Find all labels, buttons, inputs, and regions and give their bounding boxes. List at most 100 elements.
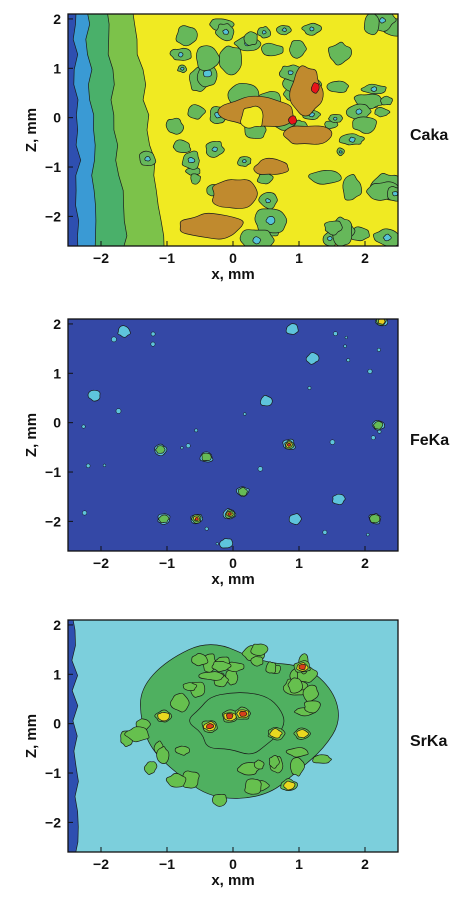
- x-tick-label: 1: [295, 856, 303, 872]
- trace-speck: [370, 435, 376, 441]
- sr-hotspot: [206, 723, 214, 730]
- trace-speck: [376, 347, 381, 352]
- y-tick-label: 1: [53, 60, 61, 76]
- low-intensity-patch: [363, 14, 380, 36]
- sr-ring-patch: [312, 754, 332, 764]
- x-tick-label: 1: [295, 250, 303, 266]
- y-tick-label: −1: [45, 159, 61, 175]
- caka-map-panel: −2 −1 0 1 2 2 1 0 −1 −2 x, mm Z, mm Caka: [0, 0, 456, 300]
- sr-hotspot: [298, 663, 306, 671]
- edge-band: [68, 620, 79, 852]
- y-tick-label: 1: [53, 365, 61, 381]
- fe-hotspot: [237, 487, 248, 497]
- fe-hotspot: [372, 420, 384, 430]
- sr-hotspot: [239, 711, 248, 717]
- axes: −2 −1 0 1 2 2 1 0 −1 −2 x, mm Z, mm FeKa: [23, 316, 449, 588]
- sr-ring-patch: [244, 778, 262, 795]
- sr-ring-patch: [237, 762, 260, 776]
- x-tick-label: 2: [361, 856, 369, 872]
- high-intensity-region: [179, 212, 244, 240]
- low-intensity-core: [333, 116, 338, 121]
- high-intensity-region: [289, 65, 324, 117]
- trace-speck: [343, 344, 347, 348]
- low-intensity-patch: [190, 173, 201, 185]
- feka-intensity-map: −2 −1 0 1 2 2 1 0 −1 −2 x, mm Z, mm FeKa: [23, 316, 449, 588]
- sr-ring-patch: [211, 661, 232, 673]
- low-intensity-core: [241, 159, 247, 164]
- y-tick-label: 0: [53, 415, 61, 431]
- high-intensity-region: [212, 179, 258, 209]
- caka-intensity-map: −2 −1 0 1 2 2 1 0 −1 −2 x, mm Z, mm Caka: [23, 11, 448, 283]
- y-tick-label: −2: [45, 513, 61, 529]
- fe-hotspot: [155, 445, 166, 454]
- low-intensity-core: [392, 191, 398, 197]
- axes: −2 −1 0 1 2 2 1 0 −1 −2 x, mm Z, mm SrKa: [23, 617, 447, 889]
- axes: −2 −1 0 1 2 2 1 0 −1 −2 x, mm Z, mm Caka: [23, 11, 448, 283]
- low-intensity-core: [338, 150, 343, 154]
- low-intensity-core: [262, 30, 267, 35]
- low-intensity-patch: [326, 80, 349, 93]
- sr-core: [189, 692, 285, 755]
- x-tick-label: 1: [295, 555, 303, 571]
- fe-hotspot: [260, 394, 273, 407]
- trace-speck: [115, 408, 122, 414]
- trace-speck: [204, 526, 209, 531]
- trace-speck: [243, 412, 247, 416]
- sr-ring-patch: [268, 755, 280, 769]
- trace-speck: [81, 424, 86, 429]
- low-intensity-core: [265, 198, 271, 204]
- x-tick-label: 0: [229, 250, 237, 266]
- fe-hotspot: [288, 513, 302, 525]
- low-intensity-patch: [243, 31, 258, 46]
- y-axis-label: Z, mm: [23, 108, 40, 152]
- low-intensity-patch: [342, 174, 362, 201]
- fe-hotspot: [219, 538, 233, 549]
- element-label: SrKa: [410, 733, 447, 750]
- y-tick-label: 0: [53, 716, 61, 732]
- low-intensity-core: [355, 108, 363, 115]
- trace-speck: [366, 533, 370, 537]
- sr-ring-patch: [156, 746, 170, 764]
- sr-hotspot: [157, 711, 170, 722]
- high-region-hole: [240, 105, 264, 129]
- x-axis-label: x, mm: [211, 266, 254, 283]
- sr-hotspot: [225, 713, 234, 720]
- trace-speck: [344, 336, 348, 340]
- trace-speck: [150, 341, 156, 347]
- y-tick-label: 1: [53, 666, 61, 682]
- fe-hotspot: [285, 323, 299, 335]
- trace-speck: [85, 463, 91, 469]
- low-intensity-patch: [308, 169, 342, 185]
- trace-speck: [111, 336, 117, 343]
- low-intensity-patch: [187, 104, 206, 120]
- srka-intensity-map: −2 −1 0 1 2 2 1 0 −1 −2 x, mm Z, mm SrKa: [23, 617, 447, 889]
- x-tick-label: 0: [229, 856, 237, 872]
- x-tick-label: −2: [93, 250, 109, 266]
- map-layer: [68, 620, 398, 852]
- sr-ring-patch: [285, 747, 309, 758]
- map-layer: [68, 319, 398, 551]
- sr-ring-patch: [253, 759, 265, 770]
- low-intensity-core: [348, 136, 356, 143]
- low-intensity-patch: [165, 117, 185, 135]
- x-tick-label: −1: [159, 250, 175, 266]
- x-tick-label: 2: [361, 250, 369, 266]
- sr-ring-patch: [182, 682, 198, 691]
- peak-spot: [310, 82, 320, 94]
- y-tick-label: 2: [53, 617, 61, 633]
- x-axis-label: x, mm: [211, 872, 254, 889]
- low-intensity-core: [370, 86, 377, 92]
- trace-speck: [215, 542, 219, 546]
- fe-hotspot: [287, 442, 292, 447]
- map-layer: [68, 14, 398, 246]
- low-intensity-core: [222, 28, 230, 35]
- low-intensity-core: [144, 156, 151, 162]
- low-intensity-core: [187, 157, 196, 164]
- fe-hotspot: [305, 352, 320, 365]
- sr-ring-patch: [250, 656, 264, 667]
- low-intensity-patch: [324, 220, 343, 236]
- low-intensity-patch: [374, 107, 391, 118]
- sr-hotspot: [283, 780, 296, 791]
- trace-speck: [102, 463, 107, 467]
- low-intensity-core: [211, 146, 218, 152]
